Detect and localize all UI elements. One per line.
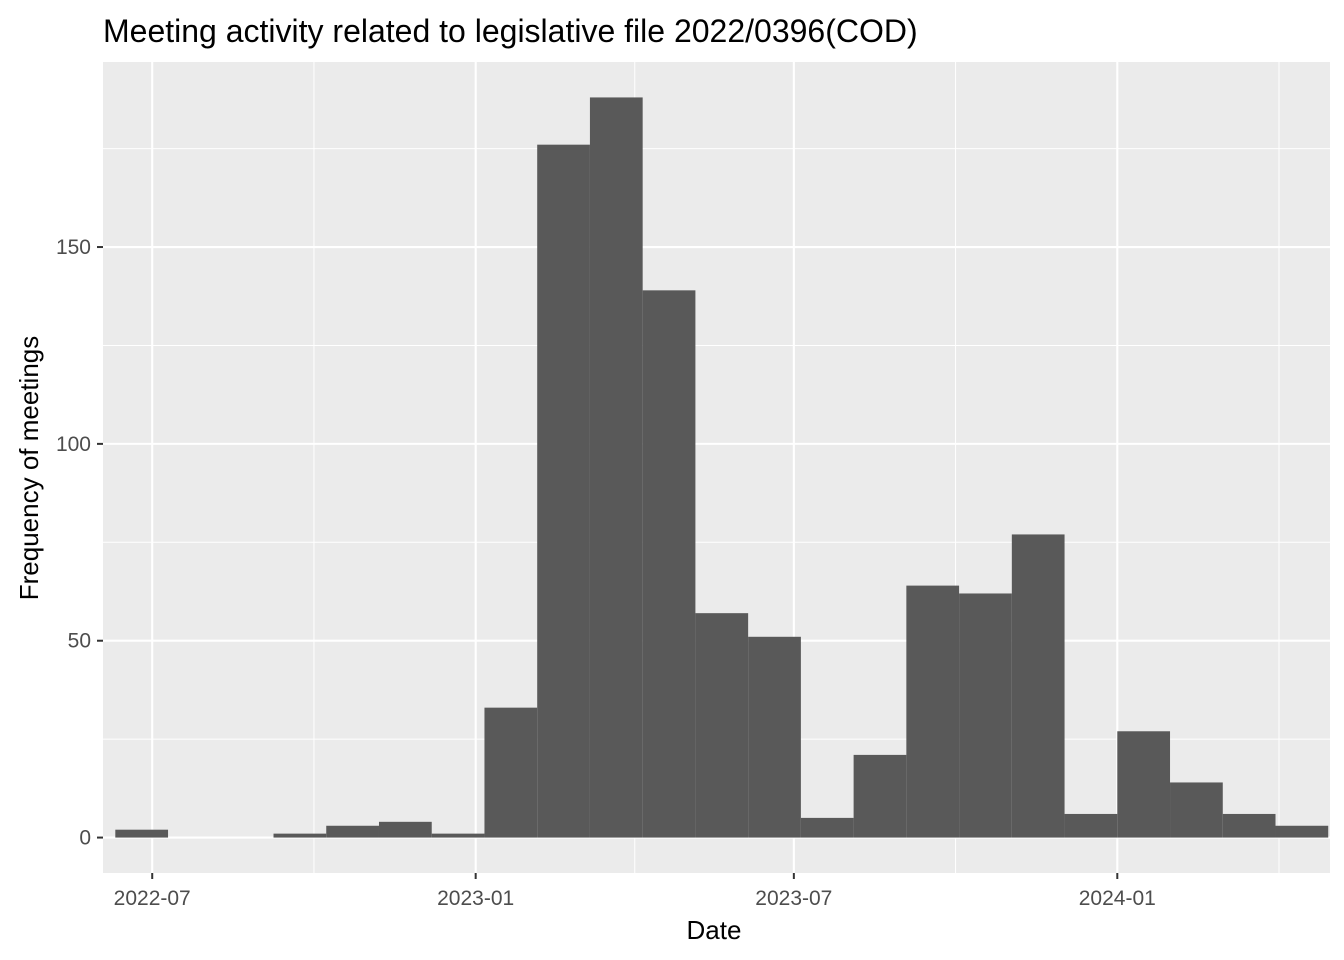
histogram-bar bbox=[115, 829, 169, 838]
x-tick-label: 2022-07 bbox=[114, 887, 191, 910]
histogram-bar bbox=[959, 593, 1012, 838]
histogram-bar bbox=[1117, 731, 1171, 838]
x-axis-title: Date bbox=[687, 915, 742, 945]
histogram-bar bbox=[642, 290, 696, 838]
histogram-bar bbox=[853, 754, 907, 838]
y-tick-label: 0 bbox=[79, 827, 91, 850]
y-tick-label: 50 bbox=[68, 630, 91, 653]
y-axis: 0 50 100 150 bbox=[56, 236, 103, 850]
histogram-bar bbox=[273, 833, 327, 838]
x-axis: 2022-07 2023-01 2023-07 2024-01 bbox=[114, 873, 1156, 910]
y-tick-label: 100 bbox=[56, 433, 91, 456]
histogram-bars bbox=[115, 97, 1329, 838]
histogram-bar bbox=[431, 833, 485, 838]
x-tick-label: 2023-07 bbox=[755, 887, 832, 910]
histogram-bar bbox=[906, 585, 960, 838]
histogram-bar bbox=[800, 817, 854, 838]
histogram-bar bbox=[1275, 825, 1329, 838]
histogram-bar bbox=[326, 825, 379, 838]
histogram-bar bbox=[537, 144, 590, 838]
x-tick-label: 2024-01 bbox=[1079, 887, 1156, 910]
histogram-bar bbox=[1222, 813, 1276, 838]
y-tick-label: 150 bbox=[56, 236, 91, 259]
histogram-bar bbox=[1011, 534, 1065, 838]
histogram-bar bbox=[748, 636, 801, 838]
histogram-bar bbox=[1064, 813, 1118, 838]
histogram-bar bbox=[1170, 782, 1223, 838]
histogram-bar bbox=[695, 613, 749, 838]
x-tick-label: 2023-01 bbox=[437, 887, 514, 910]
histogram-bar bbox=[589, 97, 643, 838]
chart-title: Meeting activity related to legislative … bbox=[103, 13, 918, 49]
histogram-bar bbox=[378, 821, 432, 838]
histogram-bar bbox=[484, 707, 538, 838]
y-axis-title: Frequency of meetings bbox=[14, 336, 44, 600]
